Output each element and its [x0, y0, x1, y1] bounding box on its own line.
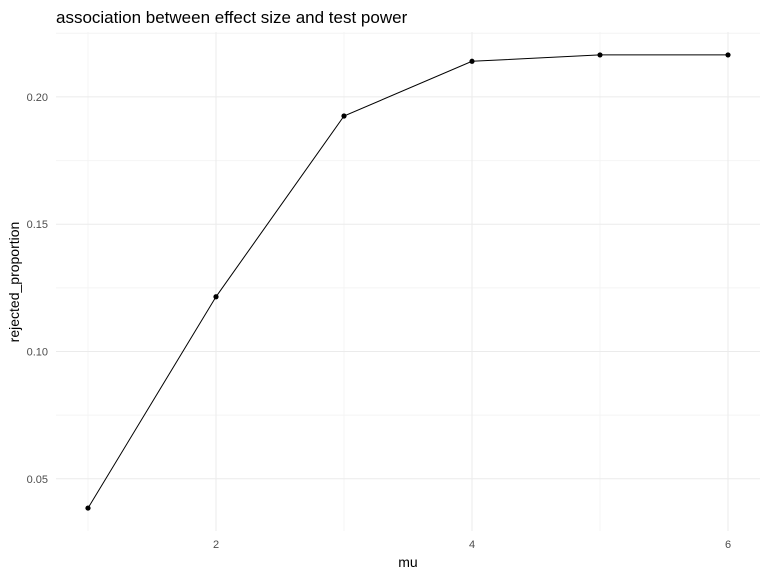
data-point — [597, 52, 603, 58]
series-group — [87, 54, 728, 509]
minor-gridlines — [56, 32, 760, 531]
data-points — [85, 52, 731, 511]
x-axis-title: mu — [398, 554, 417, 570]
major-gridlines — [56, 32, 760, 531]
series-line — [87, 54, 728, 509]
y-tick-label: 0.20 — [27, 92, 48, 104]
x-tick-label: 4 — [469, 539, 475, 551]
y-tick-label: 0.15 — [27, 219, 48, 231]
x-tick-label: 2 — [213, 539, 219, 551]
x-tick-labels: 2 4 6 — [213, 539, 731, 551]
data-point — [85, 505, 91, 511]
y-tick-label: 0.10 — [27, 347, 48, 359]
x-tick-label: 6 — [725, 539, 731, 551]
y-axis-title: rejected_proportion — [6, 222, 22, 343]
y-tick-labels: 0.05 0.10 0.15 0.20 — [27, 92, 48, 486]
chart-title: association between effect size and test… — [56, 8, 408, 27]
y-tick-label: 0.05 — [27, 474, 48, 486]
data-point — [341, 113, 347, 119]
data-point — [213, 294, 219, 300]
data-point — [469, 58, 475, 64]
data-point — [725, 52, 731, 58]
